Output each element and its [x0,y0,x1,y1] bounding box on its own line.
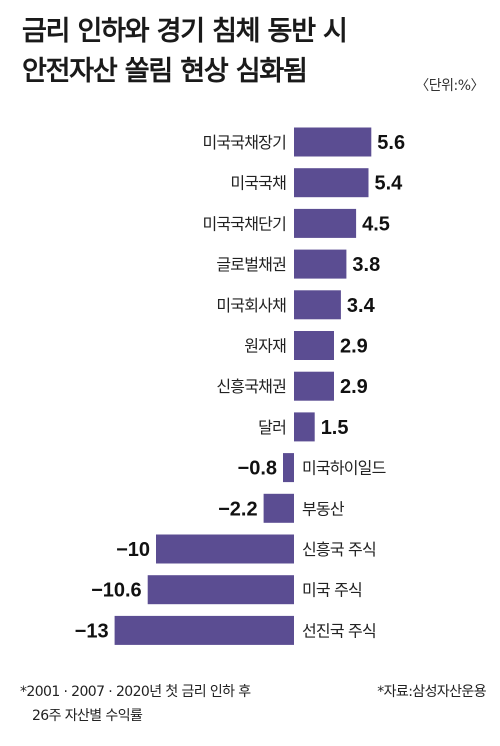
value-label: 5.6 [377,132,405,154]
bar [294,249,347,279]
bar [294,208,357,238]
bar-chart: 미국국채장기 5.6 미국국채 5.4 미국국채단기 4.5 글로벌채권 3.8 미국회사채 3.… [75,127,405,645]
category-label: 글로벌채권 [216,255,286,274]
value-label: −10.6 [91,580,142,602]
bar [283,453,294,483]
category-label: 미국국채장기 [202,133,286,152]
bar [294,168,369,198]
bar [294,371,334,401]
category-label: 신흥국채권 [216,377,286,396]
title-line-1: 금리 인하와 경기 침체 동반 시 [22,16,348,47]
value-label: 1.5 [321,417,349,439]
category-label: 미국하이일드 [302,459,386,478]
category-label: 미국국채단기 [202,214,286,233]
category-label: 달러 [258,418,286,437]
value-label: 3.8 [352,254,380,276]
bar [294,127,372,157]
bar [294,412,315,442]
category-label: 미국회사채 [216,296,286,315]
value-label: 2.9 [340,336,368,358]
value-label: −10 [116,539,150,561]
bar [263,493,294,523]
footnote-line-1: *2001 · 2007 · 2020년 첫 금리 인하 후 [20,684,251,700]
footnote: *2001 · 2007 · 2020년 첫 금리 인하 후 26주 자산별 수… [20,680,320,728]
footnote-line-2: 26주 자산별 수익률 [32,708,143,724]
category-label: 미국국채 [230,174,286,193]
value-label: 2.9 [340,376,368,398]
value-label: 5.4 [375,173,404,195]
value-label: −0.8 [238,458,277,480]
category-label: 미국 주식 [302,581,362,600]
category-label: 선진국 주식 [302,621,376,640]
bar [147,575,294,605]
bar [114,615,294,645]
category-label: 원자재 [244,337,286,356]
title-line-2: 안전자산 쏠림 현상 심화됨 [22,56,308,87]
value-label: 4.5 [362,213,390,235]
bar [294,331,334,360]
bar [294,290,341,320]
category-label: 부동산 [302,499,345,518]
category-label: 신흥국 주식 [302,540,376,559]
unit-label: 〈단위:%〉 [415,78,484,94]
chart-title: 금리 인하와 경기 침체 동반 시 안전자산 쏠림 현상 심화됨 [22,12,482,92]
value-label: −13 [75,620,109,642]
value-label: 3.4 [347,295,376,317]
source-note: *자료:삼성자산운용 [377,684,486,700]
bar [156,534,294,564]
value-label: −2.2 [218,498,257,520]
